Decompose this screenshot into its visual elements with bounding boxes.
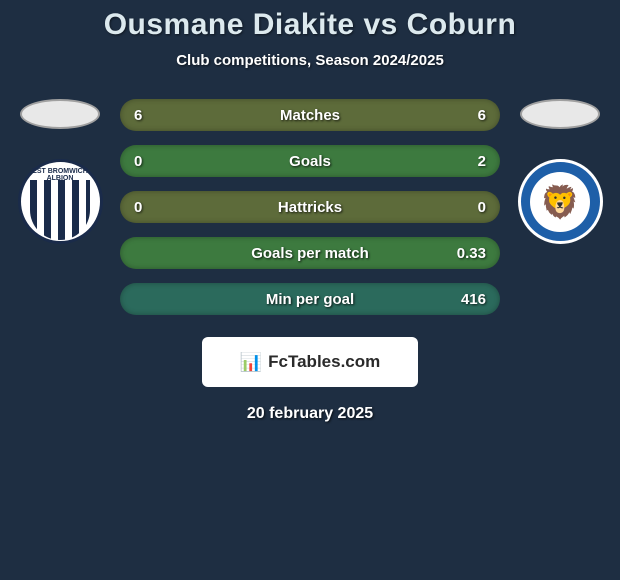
right-avatar [520,99,600,129]
subtitle: Club competitions, Season 2024/2025 [0,52,620,69]
stat-label: Goals [289,153,331,170]
stat-right-value: 6 [456,107,486,124]
right-team-crest: 🦁 [518,159,603,244]
stat-left-value: 0 [134,199,164,216]
wba-stripes [30,180,90,240]
stat-right-value: 0.33 [456,245,486,262]
stat-left-value: 0 [134,153,164,170]
left-avatar [20,99,100,129]
stat-label: Goals per match [251,245,369,262]
stat-left-value: 6 [134,107,164,124]
badge-text: FcTables.com [268,352,380,372]
stat-right-value: 2 [456,153,486,170]
stat-row-gpm: Goals per match 0.33 [120,237,500,269]
source-badge[interactable]: 📊 FcTables.com [202,337,418,387]
lion-icon: 🦁 [540,183,580,221]
left-player-col: EST BROMWICHALBION [10,99,110,244]
millwall-inner: 🦁 [530,172,590,232]
main-row: EST BROMWICHALBION 6 Matches 6 0 Goals 2… [0,99,620,315]
stat-row-mpg: Min per goal 416 [120,283,500,315]
stat-row-goals: 0 Goals 2 [120,145,500,177]
date-text: 20 february 2025 [0,405,620,423]
stat-label: Matches [280,107,340,124]
stats-column: 6 Matches 6 0 Goals 2 0 Hattricks 0 Goal… [110,99,510,315]
right-player-col: 🦁 [510,99,610,244]
page-title: Ousmane Diakite vs Coburn [0,8,620,42]
stat-label: Hattricks [278,199,342,216]
stat-right-value: 416 [456,291,486,308]
stat-row-matches: 6 Matches 6 [120,99,500,131]
chart-icon: 📊 [240,352,262,373]
stat-right-value: 0 [456,199,486,216]
left-team-crest: EST BROMWICHALBION [18,159,103,244]
stat-label: Min per goal [266,291,354,308]
comparison-card: Ousmane Diakite vs Coburn Club competiti… [0,0,620,423]
stat-row-hattricks: 0 Hattricks 0 [120,191,500,223]
